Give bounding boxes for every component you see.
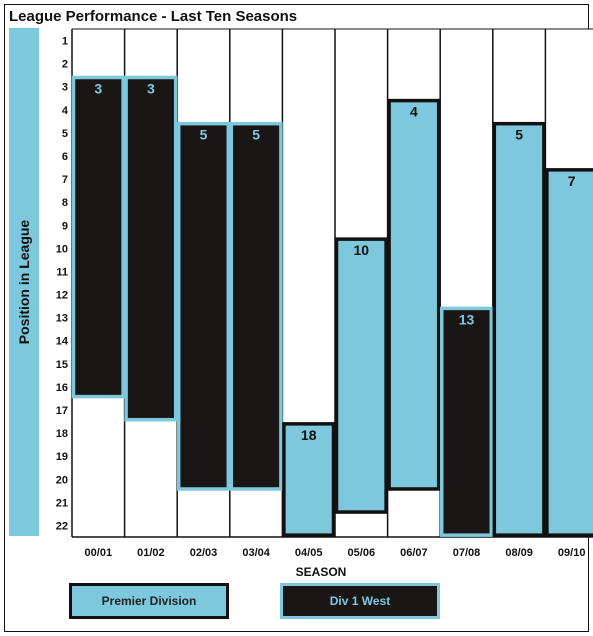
y-tick-label: 20	[56, 474, 68, 486]
x-tick-label: 05/06	[348, 547, 376, 559]
y-tick-label: 5	[62, 128, 68, 140]
bar	[387, 98, 441, 491]
y-tick-label: 4	[62, 105, 69, 117]
y-tick-label: 10	[56, 243, 68, 255]
y-tick-label: 18	[56, 428, 68, 440]
x-tick-label: 06/07	[400, 547, 428, 559]
legend-premier-division: Premier Division	[69, 583, 229, 619]
y-tick-label: 3	[62, 82, 68, 94]
data-label: 5	[252, 127, 260, 143]
data-label: 5	[200, 127, 208, 143]
y-tick-label: 7	[62, 174, 68, 186]
bar	[334, 237, 388, 514]
data-label: 5	[515, 127, 523, 143]
data-label: 18	[301, 427, 317, 443]
legend-div1-label: Div 1 West	[329, 594, 391, 608]
y-tick-label: 14	[56, 336, 69, 348]
bar	[545, 168, 593, 537]
y-tick-label: 12	[56, 290, 68, 302]
x-tick-label: 02/03	[190, 547, 218, 559]
x-tick-label: 07/08	[453, 547, 481, 559]
y-tick-label: 17	[56, 405, 68, 417]
y-tick-label: 13	[56, 313, 68, 325]
data-label: 13	[459, 311, 475, 327]
y-tick-label: 21	[56, 497, 68, 509]
data-label: 3	[94, 80, 102, 96]
y-tick-label: 8	[62, 197, 68, 209]
bar	[282, 422, 336, 537]
y-tick-label: 2	[62, 59, 68, 71]
bar	[124, 75, 178, 422]
x-tick-label: 01/02	[137, 547, 165, 559]
y-axis-band	[9, 28, 39, 536]
bar	[229, 121, 283, 491]
y-tick-label: 22	[56, 520, 68, 532]
x-tick-label: 09/10	[558, 547, 586, 559]
legend-div1-west: Div 1 West	[280, 583, 440, 619]
data-label: 7	[568, 173, 576, 189]
chart-title: League Performance - Last Ten Seasons	[9, 8, 298, 25]
y-tick-label: 6	[62, 151, 68, 163]
x-axis-title: SEASON	[295, 565, 347, 579]
x-tick-label: 03/04	[242, 547, 270, 559]
x-tick-label: 00/01	[85, 547, 113, 559]
legend-premier-label: Premier Division	[101, 594, 197, 608]
x-tick-label: 08/09	[505, 547, 533, 559]
y-tick-label: 16	[56, 382, 68, 394]
data-label: 4	[410, 104, 418, 120]
y-tick-label: 11	[56, 266, 68, 278]
y-tick-label: 1	[62, 36, 68, 48]
bar	[439, 306, 494, 537]
data-label: 3	[147, 80, 155, 96]
y-tick-label: 15	[56, 359, 68, 371]
bar	[492, 121, 546, 537]
data-label: 10	[354, 242, 370, 258]
bar	[71, 75, 125, 399]
y-tick-label: 19	[56, 451, 68, 463]
bar	[176, 121, 231, 491]
y-tick-label: 9	[62, 220, 68, 232]
x-tick-label: 04/05	[295, 547, 323, 559]
